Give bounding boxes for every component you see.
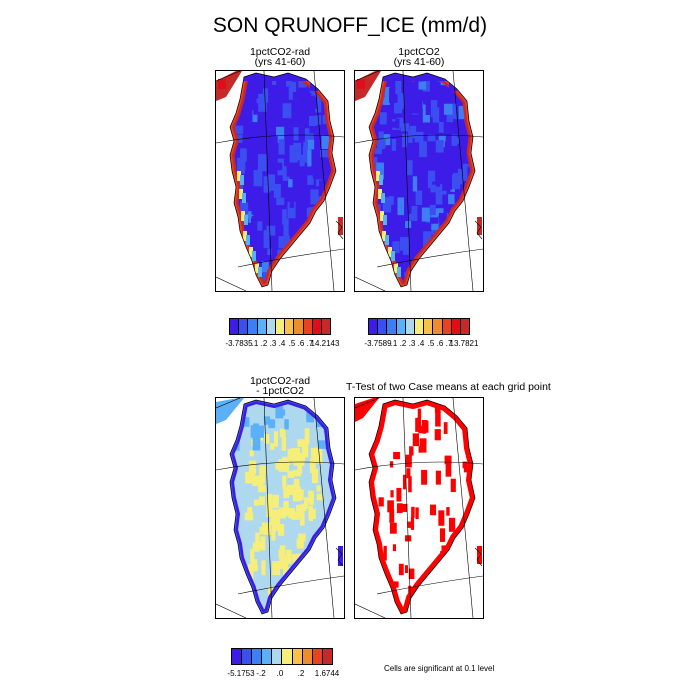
colorbar-swatch <box>232 649 243 664</box>
panel1-title-line1: 1pctCO2-rad <box>249 46 311 58</box>
colorbar-swatch <box>272 649 283 664</box>
colorbar-tick-label: .3 <box>269 339 277 348</box>
panel3-title-line2: - 1pctCO2 <box>256 385 304 397</box>
colorbar-swatch <box>322 649 332 664</box>
colorbar-swatch <box>433 319 443 334</box>
colorbar-swatch <box>396 319 406 334</box>
panel3-title: 1pctCO2-rad - 1pctCO2 <box>215 375 345 397</box>
colorbar-tick-label: -5.1753 <box>227 669 255 678</box>
colorbar-tick-label: .6 <box>297 339 305 348</box>
colorbar-tick-label: .6 <box>436 339 444 348</box>
colorbar-swatch <box>266 319 276 334</box>
colorbar-swatch <box>378 319 388 334</box>
colorbar-swatch <box>275 319 286 334</box>
colorbar-swatch <box>302 649 313 664</box>
figure-title: SON QRUNOFF_ICE (mm/d) <box>212 14 488 37</box>
colorbar-swatch <box>312 319 322 334</box>
colorbar-tick-label: .2 <box>260 339 268 348</box>
colorbar-swatch <box>451 319 461 334</box>
colorbar-tick-label: .1 <box>390 339 398 348</box>
panel3-title-line1: 1pctCO2-rad <box>249 375 311 387</box>
map-panel-1pctco2-rad <box>215 70 345 292</box>
colorbar-swatch <box>294 319 304 334</box>
colorbar-swatch <box>252 649 263 664</box>
colorbar-tick-label: -.2 <box>256 669 266 678</box>
colorbar-swatch <box>387 319 397 334</box>
colorbar-tick-label: .4 <box>417 339 425 348</box>
colorbar-tick-label: .2 <box>399 339 407 348</box>
colorbar-swatch <box>442 319 452 334</box>
colorbar-tick-label: -3.7589 <box>364 339 392 348</box>
colorbar-tick-label: .2 <box>297 669 305 678</box>
colorbar-swatch <box>242 649 253 664</box>
colorbar-1pctco2 <box>368 318 470 335</box>
colorbar-difference-labels: -5.1753 -.2 .0 .2 1.6744 <box>227 669 339 681</box>
panel2-title: 1pctCO2 (yrs 41-60) <box>354 46 484 68</box>
colorbar-tick-label: 13.7821 <box>449 339 479 348</box>
colorbar-swatch <box>262 649 273 664</box>
colorbar-tick-label: .7 <box>445 339 453 348</box>
colorbar-swatch <box>460 319 470 334</box>
colorbar-tick-label: .3 <box>408 339 416 348</box>
panel1-title-line2: (yrs 41-60) <box>254 56 306 68</box>
map-1 <box>216 71 344 291</box>
colorbar-tick-label: .4 <box>278 339 286 348</box>
colorbar-swatch <box>230 319 240 334</box>
colorbar-difference <box>231 648 333 665</box>
colorbar-swatch <box>321 319 331 334</box>
colorbar-swatch <box>414 319 425 334</box>
colorbar-swatch <box>292 649 303 664</box>
colorbar-tick-label: -3.7835 <box>225 339 253 348</box>
colorbar-swatch <box>312 649 323 664</box>
panel2-title-line2: (yrs 41-60) <box>393 56 445 68</box>
colorbar-swatch <box>405 319 415 334</box>
colorbar-tick-label: .5 <box>427 339 435 348</box>
colorbar-tick-label: .1 <box>251 339 259 348</box>
colorbar-swatch <box>239 319 249 334</box>
panel4-title: T-Test of two Case means at each grid po… <box>346 381 551 393</box>
map-panel-ttest <box>354 397 484 619</box>
colorbar-tick-label: .7 <box>306 339 314 348</box>
map-panel-difference <box>215 397 345 619</box>
panel1-title: 1pctCO2-rad (yrs 41-60) <box>215 46 345 68</box>
map-panel-1pctco2 <box>354 70 484 292</box>
colorbar-swatch <box>248 319 258 334</box>
colorbar-tick-label: .0 <box>276 669 284 678</box>
colorbar-swatch <box>282 649 293 664</box>
colorbar-1pctco2-rad-labels: -3.7835.1.2.3.4.5.6.7 14.2143 <box>225 339 339 351</box>
panel2-title-line1: 1pctCO2 <box>398 46 440 58</box>
colorbar-1pctco2-rad <box>229 318 331 335</box>
significance-note: Cells are significant at 0.1 level <box>384 664 495 673</box>
map-3 <box>216 398 344 618</box>
colorbar-tick-label: 14.2143 <box>310 339 340 348</box>
map-4 <box>355 398 483 618</box>
colorbar-swatch <box>257 319 267 334</box>
colorbar-tick-label: .5 <box>288 339 296 348</box>
colorbar-1pctco2-labels: -3.7589.1.2.3.4.5.6.7 13.7821 <box>364 339 478 351</box>
colorbar-swatch <box>424 319 434 334</box>
map-2 <box>355 71 483 291</box>
colorbar-swatch <box>285 319 295 334</box>
colorbar-tick-label: 1.6744 <box>314 669 340 678</box>
colorbar-swatch <box>369 319 379 334</box>
colorbar-swatch <box>303 319 313 334</box>
